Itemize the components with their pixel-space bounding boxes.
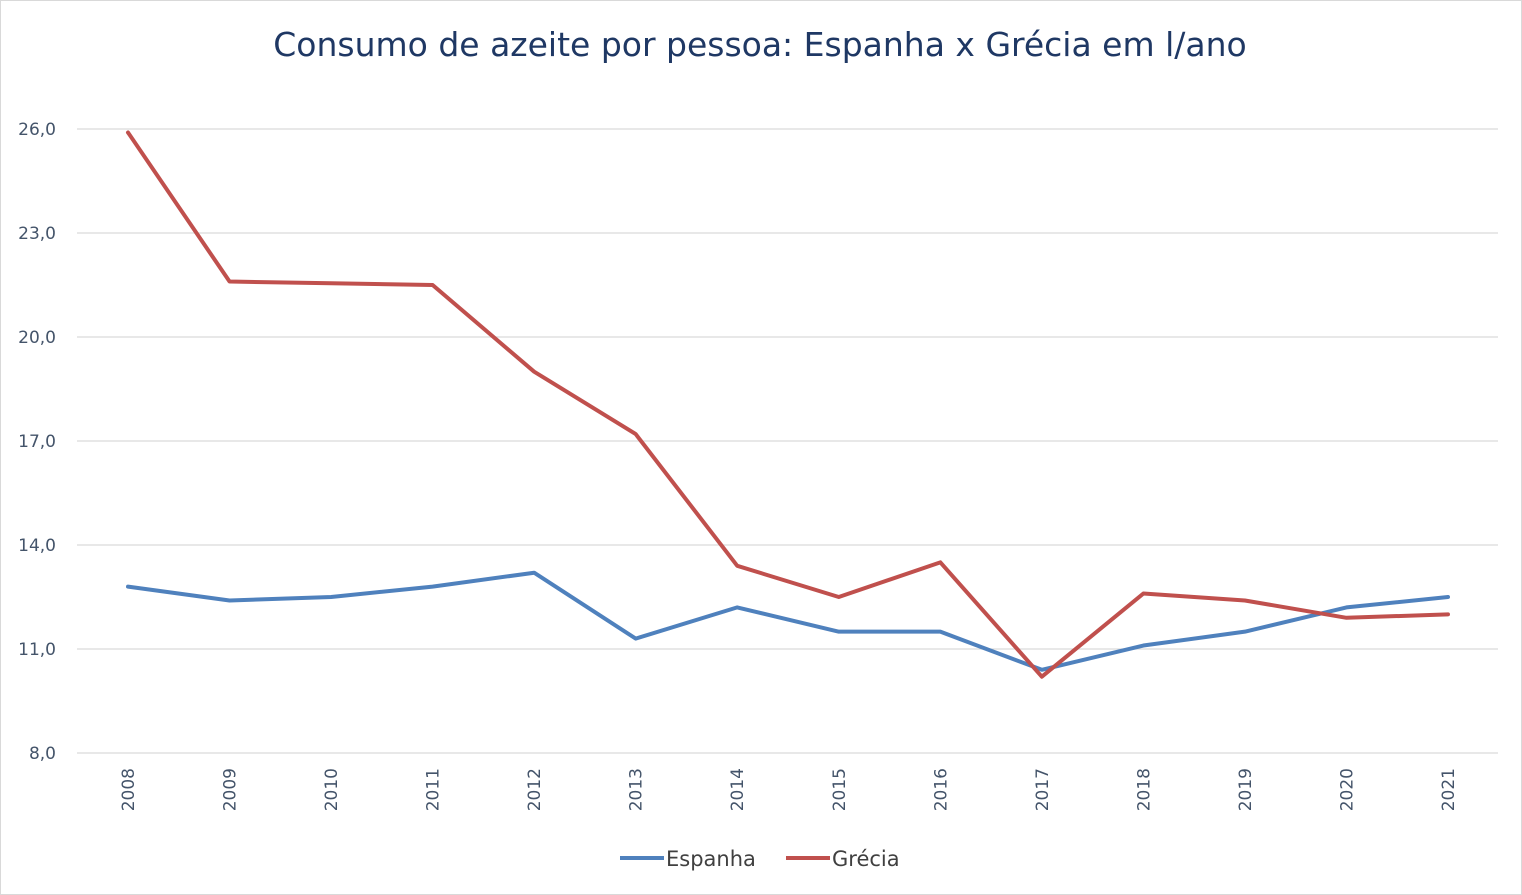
series-line-espanha [126, 570, 1450, 672]
series-line-grécia [126, 130, 1450, 679]
x-tick-label: 2011 [424, 768, 444, 811]
y-tick-label: 8,0 [29, 744, 56, 764]
x-tick-label: 2014 [728, 768, 748, 811]
x-tick-label: 2013 [627, 768, 647, 811]
x-tick-label: 2008 [119, 768, 139, 811]
chart-title: Consumo de azeite por pessoa: Espanha x … [273, 25, 1246, 64]
x-tick-label: 2015 [830, 768, 850, 811]
y-tick-label: 23,0 [18, 224, 56, 244]
x-tick-label: 2019 [1236, 768, 1256, 811]
x-tick-label: 2017 [1033, 768, 1053, 811]
legend-label: Grécia [832, 847, 900, 871]
x-tick-label: 2010 [322, 768, 342, 811]
x-tick-label: 2012 [525, 768, 545, 811]
y-tick-label: 17,0 [18, 432, 56, 452]
y-tick-label: 26,0 [18, 120, 56, 140]
x-tick-label: 2020 [1337, 768, 1357, 811]
x-tick-label: 2018 [1134, 768, 1154, 811]
x-tick-label: 2021 [1439, 768, 1459, 811]
y-tick-label: 11,0 [18, 640, 56, 660]
y-tick-label: 14,0 [18, 536, 56, 556]
legend-label: Espanha [666, 847, 756, 871]
x-tick-label: 2016 [931, 768, 951, 811]
y-tick-label: 20,0 [18, 328, 56, 348]
x-tick-label: 2009 [221, 768, 241, 811]
